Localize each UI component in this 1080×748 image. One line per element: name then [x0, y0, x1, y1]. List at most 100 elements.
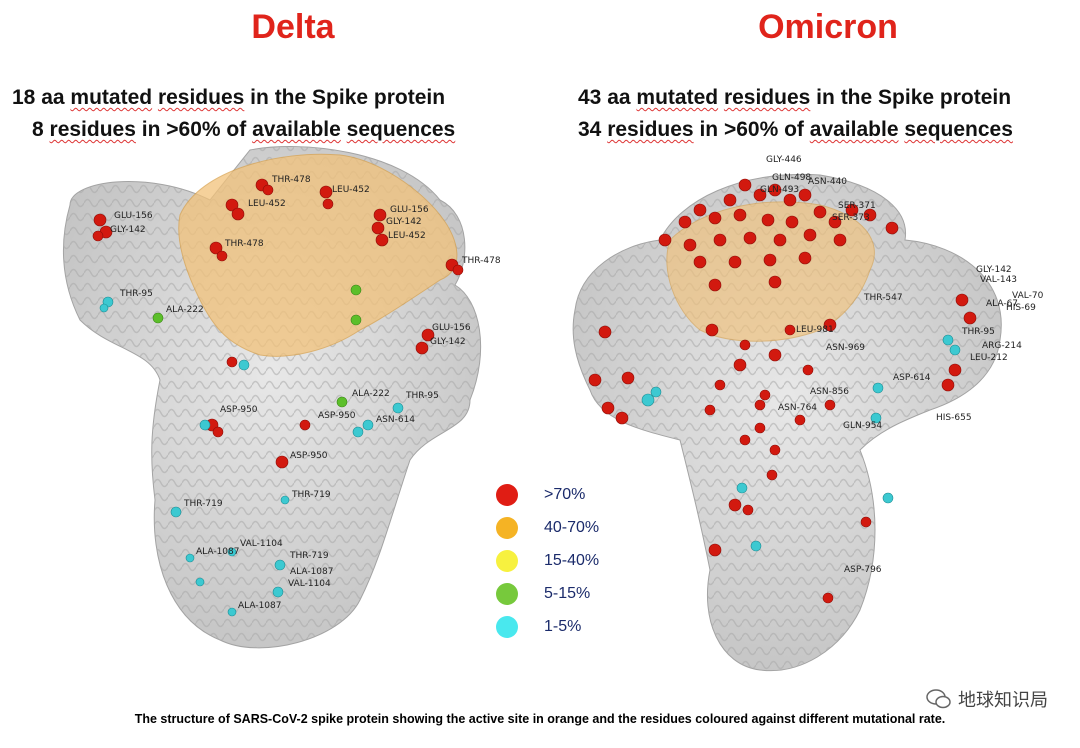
- residue-low: [641, 393, 655, 407]
- residue-label: LEU-452: [332, 185, 370, 195]
- residue-high: [828, 215, 842, 229]
- residue-high: [784, 324, 796, 336]
- residue-high: [768, 275, 782, 289]
- residue-high: [708, 278, 722, 292]
- residue-high: [941, 378, 955, 392]
- residue-high: [885, 221, 899, 235]
- residue-high: [768, 183, 782, 197]
- residue-label: ALA-222: [166, 305, 204, 315]
- legend-label: 5-15%: [544, 585, 591, 602]
- residue-high: [798, 251, 812, 265]
- delta-subtitle-2: 8 residues in >60% of available sequence…: [32, 118, 456, 141]
- residue-high: [225, 198, 239, 212]
- legend-item: >70%: [492, 482, 632, 512]
- legend-dot: [496, 517, 518, 539]
- legend-dot: [496, 616, 518, 638]
- residue-label: ASN-969: [826, 343, 865, 353]
- residue-high: [373, 208, 387, 222]
- residue-label: GLY-142: [430, 337, 466, 347]
- residue-label: GLU-156: [432, 323, 471, 333]
- residue-label: ASN-440: [808, 177, 847, 187]
- residue-label: THR-547: [863, 293, 903, 303]
- delta-labels: GLU-156 GLY-142 THR-478 LEU-452 LEU-452 …: [110, 175, 501, 611]
- residue-high: [212, 426, 224, 438]
- legend-label: 1-5%: [544, 618, 582, 635]
- residue-high: [588, 373, 602, 387]
- residue-high: [299, 419, 311, 431]
- residue-label: GLU-156: [114, 211, 153, 221]
- residue-high: [733, 208, 747, 222]
- residue-label: GLN-493: [760, 185, 799, 195]
- residue-low: [238, 359, 250, 371]
- residue-high: [773, 233, 787, 247]
- watermark-text: 地球知识局: [958, 690, 1048, 710]
- residue-high: [452, 264, 464, 276]
- legend-item: 5-15%: [492, 581, 632, 611]
- residue-high: [823, 318, 837, 332]
- residue-label: HIS-655: [936, 413, 972, 423]
- residue-label: VAL-70: [1012, 291, 1044, 301]
- residue-label: ASP-950: [290, 451, 328, 461]
- residue-high: [845, 203, 859, 217]
- delta-active-site: [178, 153, 458, 357]
- legend-dot: [496, 583, 518, 605]
- residue-high: [742, 504, 754, 516]
- residue-label: LEU-212: [970, 353, 1008, 363]
- residue-high: [371, 221, 385, 235]
- residue-high: [803, 228, 817, 242]
- residue-label: THR-478: [224, 239, 264, 249]
- residue-label: ASN-614: [376, 415, 415, 425]
- residue-high: [658, 233, 672, 247]
- residue-label: THR-478: [461, 256, 501, 266]
- residue-low: [274, 559, 286, 571]
- residue-high: [768, 348, 782, 362]
- residue-high: [615, 411, 629, 425]
- omicron-residues: [588, 178, 977, 604]
- residue-mid: [336, 396, 348, 408]
- legend-label: >70%: [544, 486, 586, 503]
- residue-high: [743, 231, 757, 245]
- omicron-protein: [572, 173, 1002, 672]
- residue-high: [262, 184, 274, 196]
- residue-label: LEU-452: [388, 231, 426, 241]
- residue-low: [882, 492, 894, 504]
- residue-high: [739, 434, 751, 446]
- residue-label: HIS-69: [1006, 303, 1036, 313]
- residue-low: [227, 547, 237, 557]
- watermark: 地球知识局: [926, 686, 1048, 712]
- wechat-icon: [926, 689, 951, 709]
- residue-high: [824, 399, 836, 411]
- residue-high: [415, 341, 429, 355]
- residue-mid: [350, 314, 362, 326]
- omicron-labels: GLY-446 GLN-498 ASN-440 GLN-493 SER-371 …: [760, 155, 1044, 575]
- residue-high: [785, 215, 799, 229]
- residue-high: [209, 241, 223, 255]
- residue-high: [708, 543, 722, 557]
- residue-high: [421, 328, 435, 342]
- residue-high: [948, 363, 962, 377]
- residue-label: ARG-214: [982, 341, 1022, 351]
- residue-mid: [152, 312, 164, 324]
- residue-high: [275, 455, 289, 469]
- residue-high: [683, 238, 697, 252]
- residue-high: [598, 325, 612, 339]
- residue-high: [863, 208, 877, 222]
- residue-label: GLN-954: [843, 421, 882, 431]
- residue-high: [693, 203, 707, 217]
- residue-high: [754, 399, 766, 411]
- residue-label: SER-371: [838, 201, 876, 211]
- legend-dot: [496, 550, 518, 572]
- figure-caption: The structure of SARS-CoV-2 spike protei…: [134, 712, 946, 726]
- residue-high: [231, 207, 245, 221]
- residue-low: [170, 506, 182, 518]
- delta-protein: [62, 146, 482, 649]
- residue-high: [963, 311, 977, 325]
- residue-high: [733, 358, 747, 372]
- residue-label: ASP-950: [318, 411, 356, 421]
- residue-high: [93, 213, 107, 227]
- residue-high: [601, 401, 615, 415]
- omicron-subtitle-1: 43 aa mutated residues in the Spike prot…: [578, 86, 1012, 109]
- residue-label: ALA-222: [352, 389, 390, 399]
- residue-label: GLN-498: [772, 173, 811, 183]
